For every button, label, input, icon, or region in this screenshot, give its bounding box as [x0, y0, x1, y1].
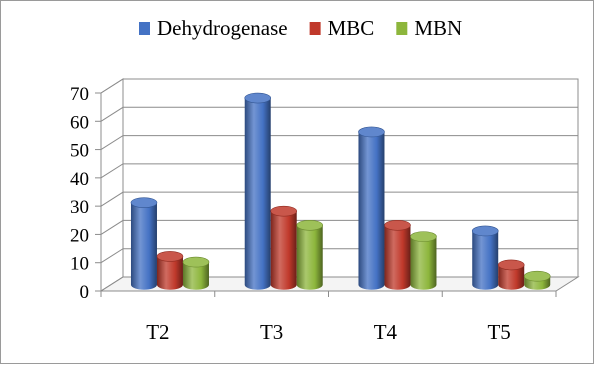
legend-label: MBN: [414, 16, 462, 40]
x-tick-label: T3: [260, 320, 283, 344]
y-tick-label: 70: [70, 84, 89, 105]
bar-dehydrogenase-t4: [358, 126, 385, 290]
bar-mbn-t3: [296, 220, 324, 290]
axes: [95, 92, 557, 297]
bar-dehydrogenase-t5: [471, 225, 499, 290]
bar-mbn-t5: [523, 270, 551, 290]
bars: [130, 92, 551, 290]
legend-swatch: [309, 22, 321, 35]
y-tick-label: 20: [70, 225, 89, 246]
x-tick-label: T5: [487, 320, 510, 344]
legend-swatch: [396, 22, 408, 35]
bar-dehydrogenase-t3: [244, 92, 272, 290]
bar-mbc-t3: [270, 205, 298, 290]
legend-swatch: [139, 22, 150, 35]
y-tick-label: 10: [70, 254, 89, 275]
legend: Dehydrogenase MBC MBN: [139, 16, 462, 40]
gridline: [100, 78, 578, 94]
bar-mbc-t4: [384, 220, 411, 290]
side-wall: [100, 78, 124, 292]
x-tick-label: T2: [146, 320, 169, 344]
y-tick-label: 60: [70, 112, 89, 133]
gridline: [100, 135, 578, 150]
gridline: [100, 163, 578, 179]
legend-label: Dehydrogenase: [157, 16, 288, 40]
legend-item-mbc: MBC: [309, 16, 375, 40]
gridline: [100, 219, 578, 235]
bar-mbn-t2: [182, 256, 210, 290]
gridline: [100, 191, 578, 207]
y-tick-label: 0: [80, 282, 90, 303]
x-tick-label: T4: [374, 320, 398, 344]
axis-labels: 0 10 20 30 40 50 60 70 T2 T3 T4 T5: [70, 84, 511, 344]
bar-mbc-t5: [497, 259, 525, 290]
bar-mbc-t2: [156, 251, 184, 290]
legend-label: MBC: [328, 16, 375, 40]
y-tick-label: 30: [70, 197, 89, 218]
y-tick-label: 50: [70, 141, 89, 162]
bar-mbn-t4: [410, 231, 437, 290]
y-tick-label: 40: [70, 169, 89, 190]
gridline: [100, 106, 578, 122]
bar-dehydrogenase-t2: [130, 197, 158, 290]
legend-item-dehydrogenase: Dehydrogenase: [139, 16, 288, 40]
legend-item-mbn: MBN: [396, 16, 462, 40]
back-wall: [122, 78, 579, 278]
